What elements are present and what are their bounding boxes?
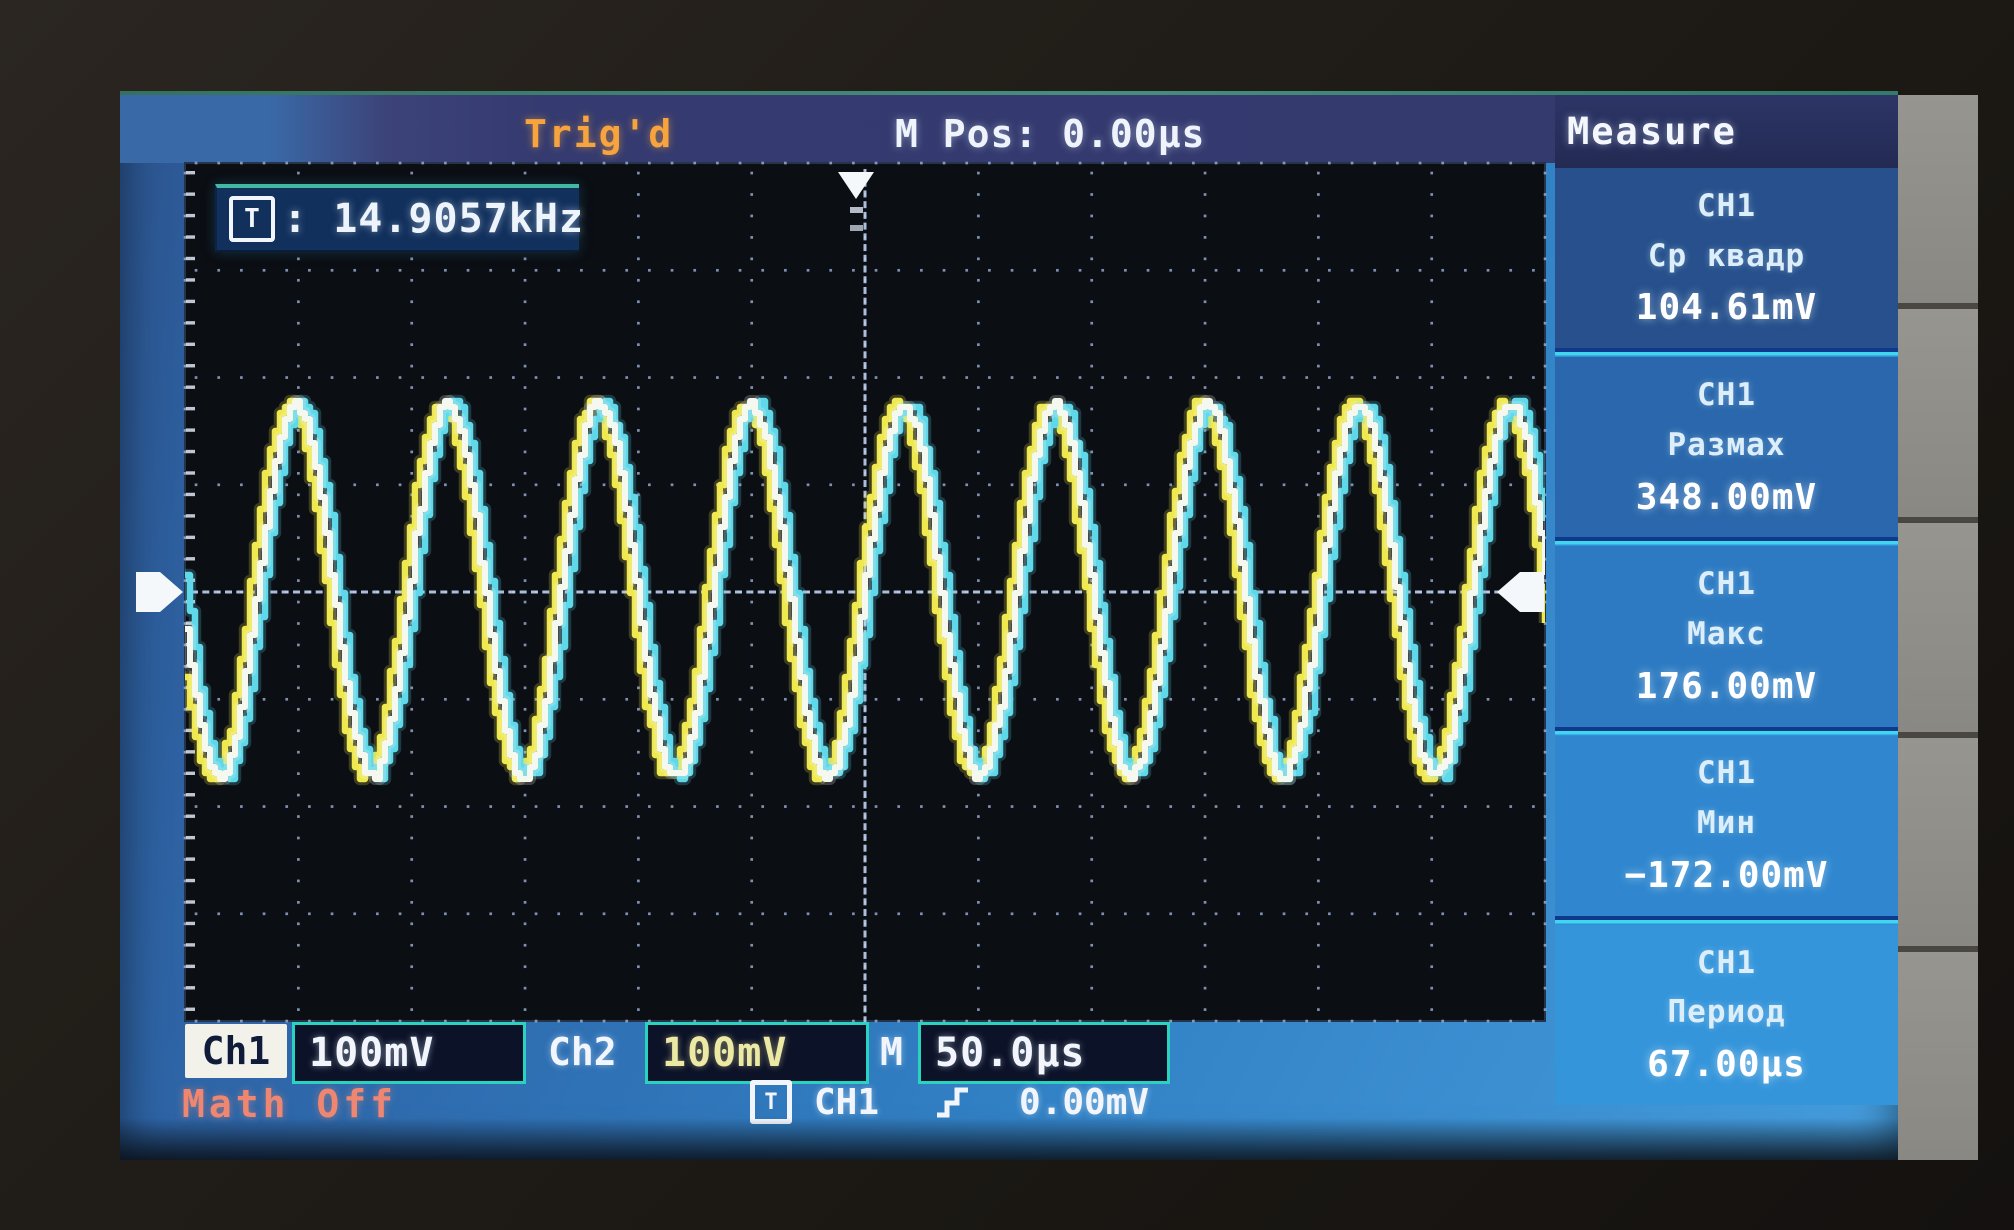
measure-menu: CH1 Ср квадр 104.61mV CH1 Размах 348.00m… bbox=[1555, 168, 1898, 1106]
measure-value: −172.00mV bbox=[1624, 855, 1829, 896]
timebase-label: M bbox=[880, 1030, 903, 1074]
measure-item-period: CH1 Период 67.00µs bbox=[1555, 924, 1898, 1106]
menu-title-bar: Measure bbox=[1555, 95, 1898, 168]
measure-channel: CH1 bbox=[1697, 944, 1756, 981]
horizontal-position-readout: M Pos: 0.00µs bbox=[895, 112, 1206, 156]
waveform-display bbox=[136, 161, 1547, 1024]
side-button-4[interactable] bbox=[1898, 737, 1978, 952]
side-button-5[interactable] bbox=[1898, 951, 1978, 1161]
menu-separator bbox=[1555, 537, 1898, 547]
measure-channel: CH1 bbox=[1697, 187, 1756, 224]
measure-item-rms: CH1 Ср квадр 104.61mV bbox=[1555, 168, 1898, 349]
screen-bottom-shade bbox=[120, 1118, 1898, 1160]
measure-item-peak-to-peak: CH1 Размах 348.00mV bbox=[1555, 357, 1898, 538]
trigger-position-dash bbox=[850, 225, 863, 231]
measure-name: Мин bbox=[1697, 805, 1756, 842]
trigger-readout: T CH1 0.00mV bbox=[750, 1080, 1149, 1124]
side-button-2[interactable] bbox=[1898, 309, 1978, 524]
side-button-1[interactable] bbox=[1898, 95, 1978, 310]
trigger-position-dash bbox=[850, 207, 863, 213]
measure-channel: CH1 bbox=[1697, 377, 1756, 413]
measure-value: 176.00mV bbox=[1635, 665, 1818, 707]
trigger-source-icon: T bbox=[229, 196, 275, 242]
side-button-3[interactable] bbox=[1898, 523, 1978, 738]
ch2-scale-box: 100mV bbox=[645, 1022, 869, 1084]
side-button-strip bbox=[1898, 95, 1978, 1161]
ch2-scale: 100mV bbox=[662, 1030, 788, 1076]
ch1-label: Ch1 bbox=[201, 1029, 271, 1073]
menu-separator bbox=[1555, 726, 1898, 736]
frequency-counter: T : 14.9057kHz bbox=[215, 184, 583, 252]
top-status-strip bbox=[120, 95, 1555, 163]
measure-value: 104.61mV bbox=[1635, 287, 1818, 329]
grid-dots bbox=[183, 161, 1547, 1024]
measure-name: Период bbox=[1667, 994, 1786, 1031]
timebase-value: 50.0µs bbox=[935, 1030, 1086, 1076]
measure-name: Ср квадр bbox=[1647, 237, 1806, 274]
channel-position-marker bbox=[136, 572, 183, 612]
measure-name: Размах bbox=[1667, 426, 1786, 463]
trigger-position-marker bbox=[838, 172, 874, 199]
ch1-scale-box: 100mV bbox=[292, 1022, 526, 1084]
measure-channel: CH1 bbox=[1697, 755, 1756, 792]
trigger-status: Trig'd bbox=[524, 112, 674, 156]
measure-name: Макс bbox=[1687, 616, 1766, 652]
ch1-scale: 100mV bbox=[309, 1030, 435, 1076]
measure-item-max: CH1 Макс 176.00mV bbox=[1555, 546, 1898, 727]
trigger-level-marker bbox=[1497, 572, 1544, 612]
menu-separator bbox=[1555, 348, 1898, 358]
timebase-box: 50.0µs bbox=[918, 1022, 1170, 1084]
rising-edge-icon bbox=[937, 1087, 969, 1118]
menu-title: Measure bbox=[1567, 110, 1737, 153]
freq-separator: : bbox=[283, 196, 309, 242]
wave-traces bbox=[185, 394, 1545, 786]
trigger-source: CH1 bbox=[814, 1081, 880, 1123]
ch2-label: Ch2 bbox=[548, 1030, 617, 1074]
menu-separator bbox=[1555, 915, 1898, 925]
screen-top-glow bbox=[120, 91, 1898, 95]
ch1-selected-badge: Ch1 bbox=[185, 1024, 287, 1078]
measure-value: 348.00mV bbox=[1635, 476, 1818, 518]
measure-item-min: CH1 Мин −172.00mV bbox=[1555, 735, 1898, 916]
freq-value: 14.9057kHz bbox=[333, 196, 585, 242]
trigger-level: 0.00mV bbox=[1019, 1081, 1150, 1123]
measure-value: 67.00µs bbox=[1647, 1044, 1806, 1086]
measure-channel: CH1 bbox=[1697, 566, 1756, 603]
